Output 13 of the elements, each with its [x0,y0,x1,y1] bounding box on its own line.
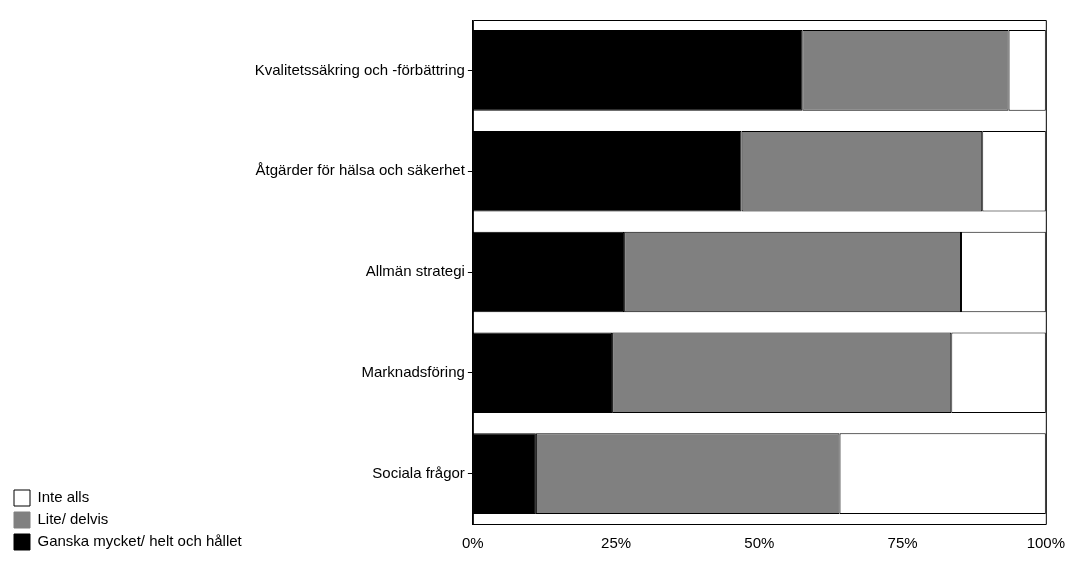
x-tick-label: 50% [744,534,775,552]
legend-label: Inte alls [37,488,90,506]
legend-label: Ganska mycket/ helt och hållet [37,532,243,550]
y-tick-label: Allmän strategi [365,262,465,280]
x-tick-label: 100% [1026,534,1066,552]
y-tick-label: Sociala frågor [372,463,465,481]
legend-label: Lite/ delvis [37,510,109,528]
y-tick-label: Kvalitetssäkring och -förbättring [254,60,465,78]
x-tick-label: 25% [601,534,632,552]
x-tick-label: 0% [462,534,484,552]
y-tick-label: Marknadsföring [361,362,465,380]
y-tick-label: Åtgärder för hälsa och säkerhet [255,161,466,179]
x-tick-label: 75% [887,534,918,552]
